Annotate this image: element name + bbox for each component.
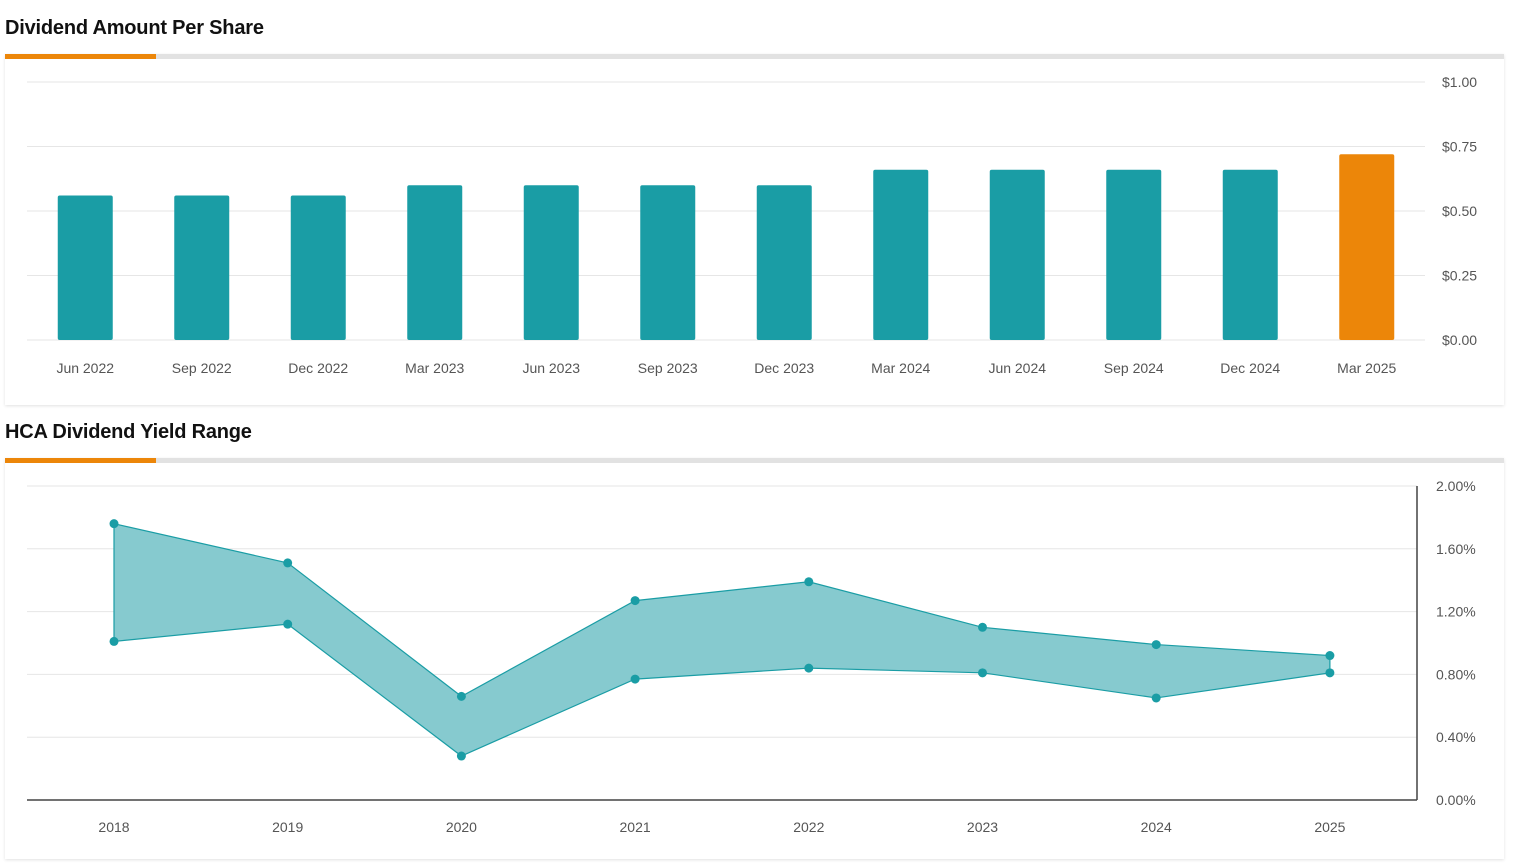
low-point (630, 674, 640, 684)
y-tick-label: 2.00% (1436, 478, 1476, 494)
x-tick-label: Dec 2024 (1220, 360, 1280, 376)
low-point (283, 619, 293, 629)
x-tick-label: Mar 2023 (405, 360, 464, 376)
y-tick-label: 0.40% (1436, 729, 1476, 745)
x-tick-label: 2021 (620, 819, 651, 835)
bar (1339, 154, 1395, 340)
x-tick-label: Jun 2024 (988, 360, 1046, 376)
bar (523, 185, 579, 340)
x-tick-label: 2025 (1314, 819, 1345, 835)
high-point (109, 519, 119, 529)
yield-range-panel: 0.00% 0.40% 0.80% 1.20% 1.60% 2.00% 2018 2019 20… (5, 458, 1504, 859)
bar (989, 169, 1045, 340)
y-tick-label: $0.25 (1442, 268, 1477, 284)
panel-accent-bar (5, 458, 156, 463)
x-tick-label: 2023 (967, 819, 998, 835)
panel-accent-bar (5, 54, 156, 59)
x-tick-label: Dec 2023 (754, 360, 814, 376)
bar (174, 195, 230, 340)
high-point (1325, 651, 1335, 661)
y-tick-label: 0.00% (1436, 792, 1476, 808)
bar (1106, 169, 1162, 340)
yield-range-band (113, 522, 1331, 757)
x-tick-label: 2019 (272, 819, 303, 835)
high-point (630, 596, 640, 606)
dividend-amount-panel: $0.00 $0.25 $0.50 $0.75 $1.00 Jun 2022 Sep 202… (5, 54, 1504, 405)
y-tick-label: $0.00 (1442, 332, 1477, 348)
high-point (1151, 640, 1161, 650)
y-tick-label: $0.75 (1442, 139, 1477, 155)
x-tick-label: 2018 (98, 819, 129, 835)
x-tick-label: 2022 (793, 819, 824, 835)
chart-title-dividend-amount: Dividend Amount Per Share (5, 17, 264, 39)
low-point (804, 663, 814, 673)
bar (640, 185, 696, 340)
x-tick-label: Dec 2022 (288, 360, 348, 376)
bar (407, 185, 463, 340)
chart-title-yield-range: HCA Dividend Yield Range (5, 421, 252, 443)
bar (873, 169, 929, 340)
y-tick-label: 0.80% (1436, 666, 1476, 682)
x-tick-label: Mar 2025 (1337, 360, 1396, 376)
low-point (978, 668, 987, 678)
dividend-bar-chart: $0.00 $0.25 $0.50 $0.75 $1.00 Jun 2022 Sep 202… (27, 74, 1477, 376)
panel-header-bar (5, 54, 1504, 59)
high-point (283, 558, 293, 568)
bar (57, 195, 113, 340)
bar (1222, 169, 1278, 340)
high-point (456, 691, 466, 701)
yield-range-chart: 0.00% 0.40% 0.80% 1.20% 1.60% 2.00% 2018 2019 20… (27, 478, 1476, 835)
x-tick-label: 2020 (446, 819, 477, 835)
y-tick-label: 1.60% (1436, 541, 1476, 557)
bar (756, 185, 812, 340)
x-tick-label: Jun 2022 (56, 360, 114, 376)
x-tick-label: Sep 2024 (1104, 360, 1164, 376)
y-tick-label: 1.20% (1436, 604, 1476, 620)
low-point (1325, 668, 1335, 678)
panel-header-bar (5, 458, 1504, 463)
x-tick-label: Sep 2022 (172, 360, 232, 376)
x-tick-label: 2024 (1141, 819, 1172, 835)
y-tick-label: $1.00 (1442, 74, 1477, 90)
low-point (1151, 693, 1161, 703)
high-point (978, 622, 987, 632)
high-point (804, 577, 814, 587)
low-point (109, 636, 119, 646)
x-tick-label: Jun 2023 (522, 360, 580, 376)
y-tick-label: $0.50 (1442, 203, 1477, 219)
x-tick-label: Mar 2024 (871, 360, 930, 376)
x-tick-label: Sep 2023 (638, 360, 698, 376)
bar (290, 195, 346, 340)
low-point (456, 751, 466, 761)
